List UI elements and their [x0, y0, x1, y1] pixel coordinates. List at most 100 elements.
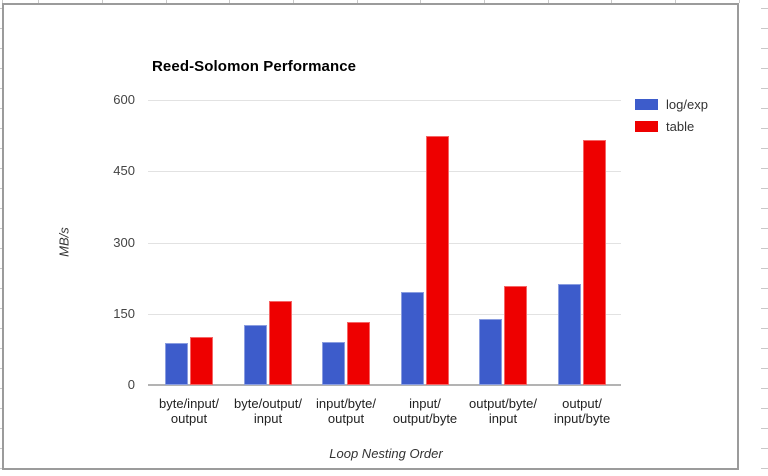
x-category-label-0: byte/input/ output: [159, 396, 219, 426]
sheet-gridline-stub: [0, 408, 2, 409]
bar-log-exp-1: [244, 325, 267, 385]
legend-item-log-exp: log/exp: [635, 97, 708, 112]
sheet-gridline-stub: [0, 448, 2, 449]
sheet-gridline-stub: [0, 328, 2, 329]
sheet-gridline-stub: [761, 68, 768, 69]
sheet-gridline-stub: [761, 248, 768, 249]
bar-log-exp-3: [401, 292, 424, 385]
sheet-gridline-stub: [761, 368, 768, 369]
sheet-gridline-stub: [0, 468, 2, 469]
sheet-gridline-stub: [2, 0, 3, 3]
sheet-gridline-stub: [166, 0, 167, 3]
sheet-gridline-stub: [761, 388, 768, 389]
sheet-gridline-stub: [761, 328, 768, 329]
bar-table-3: [426, 136, 449, 385]
sheet-gridline-stub: [548, 0, 549, 3]
sheet-gridline-stub: [102, 0, 103, 3]
sheet-gridline-stub: [0, 288, 2, 289]
sheet-gridline-stub: [0, 168, 2, 169]
sheet-gridline-stub: [739, 0, 740, 3]
sheet-gridline-stub: [0, 348, 2, 349]
sheet-gridline-stub: [611, 0, 612, 3]
sheet-gridline-stub: [0, 28, 2, 29]
sheet-gridline-stub: [420, 0, 421, 3]
y-tick-label-300: 300: [113, 234, 135, 250]
sheet-gridline-stub: [761, 408, 768, 409]
chart-title: Reed-Solomon Performance: [152, 58, 357, 75]
bar-table-5: [583, 140, 606, 385]
gridline-150: [148, 313, 621, 315]
bar-log-exp-2: [322, 342, 345, 385]
gridline-450: [148, 171, 621, 173]
sheet-gridline-stub: [675, 0, 676, 3]
sheet-gridline-stub: [38, 0, 39, 3]
chart-frame[interactable]: Reed-Solomon Performance MB/s Loop Nesti…: [2, 3, 739, 470]
y-tick-label-450: 450: [113, 163, 135, 179]
y-tick-label-600: 600: [113, 92, 135, 107]
sheet-gridline-stub: [761, 168, 768, 169]
bar-log-exp-0: [165, 343, 188, 385]
bar-table-0: [190, 337, 213, 385]
x-category-label-4: output/byte/ input: [469, 396, 537, 426]
sheet-gridline-stub: [0, 308, 2, 309]
sheet-gridline-stub: [484, 0, 485, 3]
sheet-gridline-stub: [761, 228, 768, 229]
sheet-gridline-stub: [761, 268, 768, 269]
bar-table-2: [347, 322, 370, 385]
legend-swatch-log-exp: [635, 99, 658, 110]
sheet-gridline-stub: [357, 0, 358, 3]
sheet-gridline-stub: [761, 88, 768, 89]
sheet-gridline-stub: [0, 208, 2, 209]
sheet-gridline-stub: [0, 88, 2, 89]
sheet-gridline-stub: [0, 8, 2, 9]
sheet-gridline-stub: [761, 308, 768, 309]
gridline-600: [148, 100, 621, 101]
x-category-label-1: byte/output/ input: [234, 396, 302, 426]
sheet-gridline-stub: [0, 228, 2, 229]
x-category-label-3: input/ output/byte: [392, 396, 458, 426]
gridline-300: [148, 242, 621, 244]
y-axis-title: MB/s: [56, 227, 72, 257]
legend-item-table: table: [635, 119, 708, 134]
sheet-gridline-stub: [761, 428, 768, 429]
sheet-gridline-stub: [761, 8, 768, 9]
x-axis-title: Loop Nesting Order: [329, 446, 443, 461]
sheet-gridline-stub: [761, 288, 768, 289]
legend-swatch-table: [635, 121, 658, 132]
x-category-label-2: input/byte/ output: [316, 396, 376, 426]
sheet-gridline-stub: [0, 108, 2, 109]
legend-label: log/exp: [666, 97, 708, 112]
sheet-gridline-stub: [0, 248, 2, 249]
sheet-gridline-stub: [0, 268, 2, 269]
sheet-gridline-stub: [0, 428, 2, 429]
sheet-gridline-stub: [0, 388, 2, 389]
sheet-gridline-stub: [761, 448, 768, 449]
chart-legend: log/exp table: [635, 97, 708, 141]
sheet-gridline-stub: [761, 468, 768, 469]
bar-table-4: [504, 286, 527, 385]
sheet-gridline-stub: [0, 368, 2, 369]
sheet-gridline-stub: [761, 348, 768, 349]
sheet-gridline-stub: [761, 108, 768, 109]
sheet-gridline-stub: [0, 128, 2, 129]
sheet-gridline-stub: [761, 208, 768, 209]
sheet-gridline-stub: [761, 48, 768, 49]
sheet-gridline-stub: [229, 0, 230, 3]
legend-label: table: [666, 119, 695, 134]
sheet-gridline-stub: [761, 128, 768, 129]
sheet-gridline-stub: [0, 68, 2, 69]
y-tick-label-0: 0: [127, 377, 135, 392]
bar-log-exp-5: [558, 284, 581, 385]
sheet-gridline-stub: [293, 0, 294, 3]
y-tick-label-150: 150: [113, 305, 135, 321]
sheet-gridline-stub: [761, 188, 768, 189]
x-category-label-5: output/ input/byte: [553, 396, 611, 426]
sheet-gridline-stub: [0, 148, 2, 149]
sheet-gridline-stub: [761, 148, 768, 149]
x-axis-baseline: [148, 384, 621, 386]
bar-log-exp-4: [479, 319, 502, 385]
sheet-gridline-stub: [0, 48, 2, 49]
bar-table-1: [269, 301, 292, 385]
sheet-gridline-stub: [0, 188, 2, 189]
